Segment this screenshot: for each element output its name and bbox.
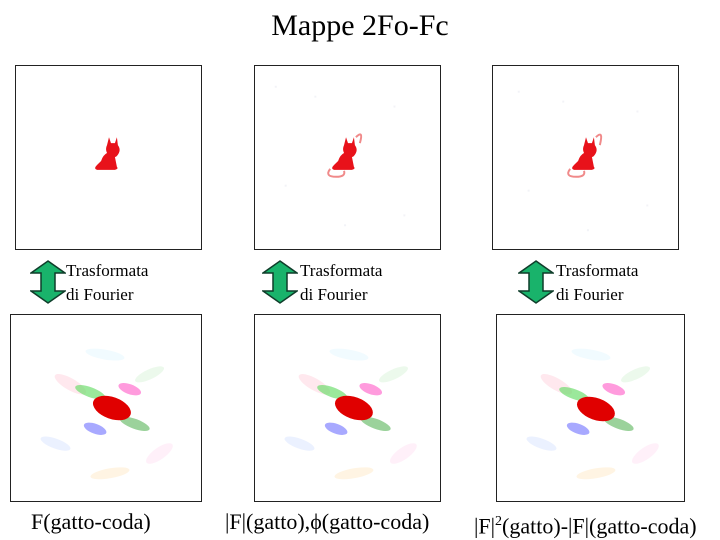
transform-label-line1: Trasformata	[66, 261, 149, 280]
cat-figure	[95, 137, 120, 170]
transform-label-1: Trasformata di Fourier	[66, 259, 148, 307]
transform-label-line2: di Fourier	[66, 285, 134, 304]
caption-2: |F|(gatto),ϕ(gatto-coda)	[225, 508, 429, 536]
cat-figure	[572, 137, 597, 170]
cat-figure	[332, 137, 357, 170]
fourier-panel-1	[10, 314, 202, 502]
cat-map-panel-1	[15, 65, 202, 250]
page-title: Mappe 2Fo-Fc	[271, 9, 449, 42]
double-arrow-icon	[516, 260, 556, 304]
fourier-panel-3	[496, 314, 685, 502]
caption-3-prefix: |F|	[474, 513, 496, 539]
cat-map-image-2	[274, 85, 406, 227]
caption-3: |F|2(gatto)-|F|(gatto-coda)	[474, 508, 697, 540]
caption-2-suffix: (gatto-coda)	[321, 509, 430, 534]
transform-label-line1: Trasformata	[556, 261, 639, 280]
cat-map-panel-2	[254, 65, 441, 250]
fourier-pattern-2	[284, 348, 417, 480]
fourier-pattern-3	[526, 348, 659, 480]
caption-2-phi: ϕ	[310, 509, 322, 534]
fourier-pattern-1	[40, 348, 173, 480]
caption-1: F(gatto-coda)	[31, 508, 151, 536]
transform-label-line2: di Fourier	[556, 285, 624, 304]
transform-label-line1: Trasformata	[300, 261, 383, 280]
ghost-tail	[567, 133, 603, 178]
caption-3-sup: 2	[495, 514, 503, 529]
cat-map-panel-3	[492, 65, 679, 250]
double-arrow-icon	[28, 260, 68, 304]
cat-map-image-3	[517, 90, 649, 232]
transform-label-2: Trasformata di Fourier	[300, 259, 382, 307]
caption-2-prefix: |F|(gatto),	[225, 509, 311, 534]
fourier-panel-2	[254, 314, 441, 502]
cat-map-image-1	[95, 137, 120, 170]
caption-3-suffix: (gatto)-|F|(gatto-coda)	[502, 513, 697, 539]
caption-1-text: F(gatto-coda)	[31, 509, 151, 534]
transform-label-3: Trasformata di Fourier	[556, 259, 638, 307]
double-arrow-icon	[260, 260, 300, 304]
transform-label-line2: di Fourier	[300, 285, 368, 304]
ghost-tail	[327, 133, 363, 178]
